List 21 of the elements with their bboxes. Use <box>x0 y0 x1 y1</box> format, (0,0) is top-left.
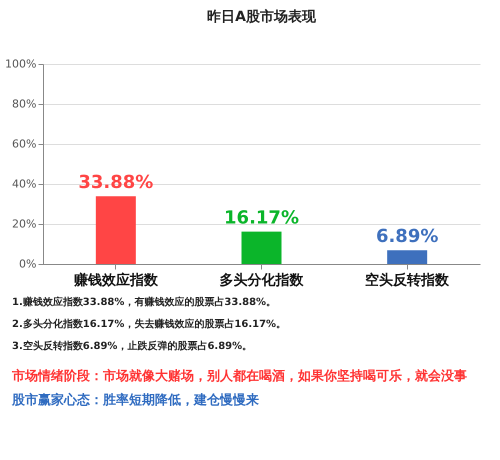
y-tick-label: 40% <box>12 178 36 190</box>
bar <box>387 250 428 264</box>
y-tick-label: 20% <box>12 218 36 230</box>
x-tick-label: 空头反转指数 <box>365 272 450 288</box>
text: 2.多头分化指数16.17%，失去赚钱效应的股票占16.17%。 <box>12 317 288 331</box>
bar <box>96 196 136 264</box>
y-tick-label: 60% <box>12 138 36 150</box>
text: 市场情绪阶段：市场就像大赌场，别人都在喝酒，如果你坚持喝可乐，就会没事 <box>12 368 468 385</box>
x-tick-label: 多头分化指数 <box>220 272 304 288</box>
data-label: 6.89% <box>376 226 438 248</box>
text: 1.赚钱效应指数33.88%，有赚钱效应的股票占33.88%。 <box>12 295 278 309</box>
y-tick-label: 100% <box>5 58 36 70</box>
y-tick-label: 0% <box>19 258 36 270</box>
text: 股市赢家心态：胜率短期降低，建仓慢慢来 <box>12 392 260 409</box>
text: 3.空头反转指数6.89%，止跌反弹的股票占6.89%。 <box>12 340 254 353</box>
data-label: 33.88% <box>78 172 154 194</box>
chart-title: 昨日A股市场表现 <box>207 8 317 25</box>
y-tick-label: 80% <box>12 98 36 110</box>
data-label: 16.17% <box>224 208 299 229</box>
x-tick-label: 赚钱效应指数 <box>72 272 159 288</box>
bar <box>242 232 282 264</box>
